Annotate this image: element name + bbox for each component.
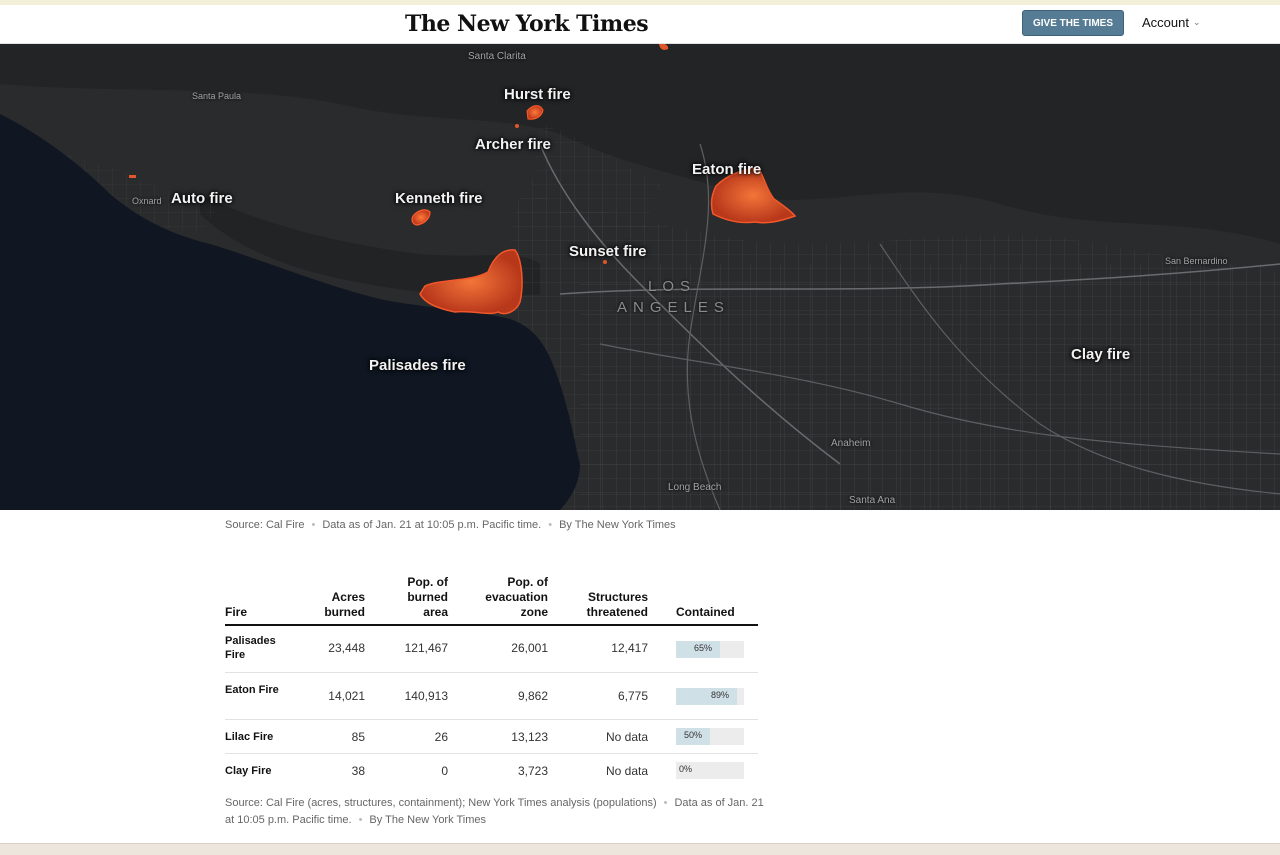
fire-table: Fire Acres burned Pop. of burned area Po… xyxy=(225,570,758,787)
table-row: Palisades Fire 23,448 121,467 26,001 12,… xyxy=(225,626,758,673)
table-header: Fire Acres burned Pop. of burned area Po… xyxy=(225,570,758,626)
palisades-fire-label: Palisades fire xyxy=(369,357,466,374)
site-header: The New York Times GIVE THE TIMES Accoun… xyxy=(0,5,1280,44)
contained-bar-fill xyxy=(676,688,737,705)
table-source-text: Source: Cal Fire (acres, structures, con… xyxy=(225,797,657,809)
table-source-date: Data as of Jan. 21 at 10:05 p.m. Pacific… xyxy=(225,797,764,826)
kenneth-fire-label: Kenneth fire xyxy=(395,190,483,207)
contained-bar-fill xyxy=(676,641,720,658)
fire-name: Clay Fire xyxy=(225,765,272,777)
acres-cell: 14,021 xyxy=(328,689,365,703)
contained-pct: 89% xyxy=(711,690,730,700)
city-label-santa-paula: Santa Paula xyxy=(192,91,242,101)
structures-cell: 12,417 xyxy=(611,641,648,655)
pop-burned-cell: 26 xyxy=(434,730,448,744)
sunset-fire-label: Sunset fire xyxy=(569,243,647,260)
fire-name: Eaton Fire xyxy=(225,684,279,696)
archer-fire-perimeter xyxy=(515,124,519,128)
contained-bar: 0% xyxy=(676,762,744,779)
col-pop-evac: Pop. of evacuation zone xyxy=(485,575,548,619)
sunset-fire-perimeter xyxy=(603,260,607,264)
map-credit: Source: Cal Fire • Data as of Jan. 21 at 1… xyxy=(225,519,676,531)
table-row: Lilac Fire 85 26 13,123 No data 50% xyxy=(225,720,758,754)
hurst-fire-perimeter xyxy=(526,105,544,120)
pop-burned-cell: 121,467 xyxy=(404,641,448,655)
pop-burned-cell: 0 xyxy=(441,764,448,778)
fire-name: Lilac Fire xyxy=(225,731,274,743)
col-acres-burned: Acres burned xyxy=(324,590,365,619)
pop-evac-cell: 26,001 xyxy=(511,641,548,655)
pop-evac-cell: 3,723 xyxy=(517,764,548,778)
city-label-long-beach: Long Beach xyxy=(668,482,722,493)
col-pop-burned: Pop. of burned area xyxy=(407,575,448,619)
hurst-fire-label: Hurst fire xyxy=(504,86,571,103)
auto-fire-perimeter xyxy=(129,175,136,178)
col-structures: Structures threatened xyxy=(586,590,648,619)
acres-cell: 38 xyxy=(351,764,365,778)
auto-fire-label: Auto fire xyxy=(171,190,233,207)
table-row: Eaton Fire 14,021 140,913 9,862 6,775 89… xyxy=(225,673,758,720)
pop-evac-cell: 13,123 xyxy=(511,730,548,744)
structures-cell: 6,775 xyxy=(617,689,648,703)
table-source: Source: Cal Fire (acres, structures, con… xyxy=(225,797,764,826)
top-accent-line xyxy=(0,0,1280,5)
bottom-bar xyxy=(0,843,1280,855)
contained-pct: 50% xyxy=(684,730,703,740)
palisades-fire-perimeter xyxy=(419,249,523,315)
give-the-times-button[interactable]: GIVE THE TIMES xyxy=(1022,10,1124,36)
pop-evac-cell: 9,862 xyxy=(517,689,548,703)
map-source: Source: Cal Fire xyxy=(225,519,305,531)
contained-bar: 89% xyxy=(676,688,744,705)
city-label-san-bernardino: San Bernardino xyxy=(1165,256,1228,266)
city-label-santa-ana: Santa Ana xyxy=(849,495,896,506)
city-label-santa-clarita: Santa Clarita xyxy=(468,51,526,62)
structures-cell: No data xyxy=(605,730,648,744)
nyt-logo[interactable]: The New York Times xyxy=(405,11,649,37)
map-base xyxy=(0,44,1280,510)
la-label-line-2: ANGELES xyxy=(617,299,730,316)
city-label-anaheim: Anaheim xyxy=(831,438,871,449)
map-date: Data as of Jan. 21 at 10:05 p.m. Pacific… xyxy=(322,519,542,531)
table-row: Clay Fire 38 0 3,723 No data 0% xyxy=(225,754,758,787)
col-contained: Contained xyxy=(676,605,735,619)
la-label-line-1: LOS xyxy=(647,278,696,295)
kenneth-fire-perimeter xyxy=(411,209,431,226)
structures-cell: No data xyxy=(605,764,648,778)
eaton-fire-label: Eaton fire xyxy=(692,161,762,178)
eaton-fire-perimeter xyxy=(710,167,797,224)
map-byline: By The New York Times xyxy=(559,519,676,531)
fire-name: Palisades Fire xyxy=(225,635,276,661)
acres-cell: 23,448 xyxy=(328,641,365,655)
northern-fire-perimeter xyxy=(659,44,669,50)
acres-cell: 85 xyxy=(351,730,365,744)
archer-fire-label: Archer fire xyxy=(475,136,551,153)
contained-bar: 65% xyxy=(676,641,744,658)
fire-map: Hurst fire Archer fire Eaton fire Auto f… xyxy=(0,44,1280,510)
chevron-down-icon: ⌄ xyxy=(1192,17,1201,27)
city-label-oxnard: Oxnard xyxy=(132,196,162,206)
pop-burned-cell: 140,913 xyxy=(404,689,448,703)
clay-fire-label: Clay fire xyxy=(1071,346,1131,363)
contained-pct: 65% xyxy=(694,643,713,653)
account-menu[interactable]: Account ⌄ xyxy=(1142,15,1201,30)
contained-pct: 0% xyxy=(679,764,693,774)
contained-bar: 50% xyxy=(676,728,744,745)
col-fire: Fire xyxy=(225,605,248,619)
account-label: Account xyxy=(1142,15,1189,30)
contained-bar-fill xyxy=(676,728,710,745)
table-source-byline: By The New York Times xyxy=(369,814,486,826)
los-angeles-label: LOS ANGELES xyxy=(617,276,727,318)
